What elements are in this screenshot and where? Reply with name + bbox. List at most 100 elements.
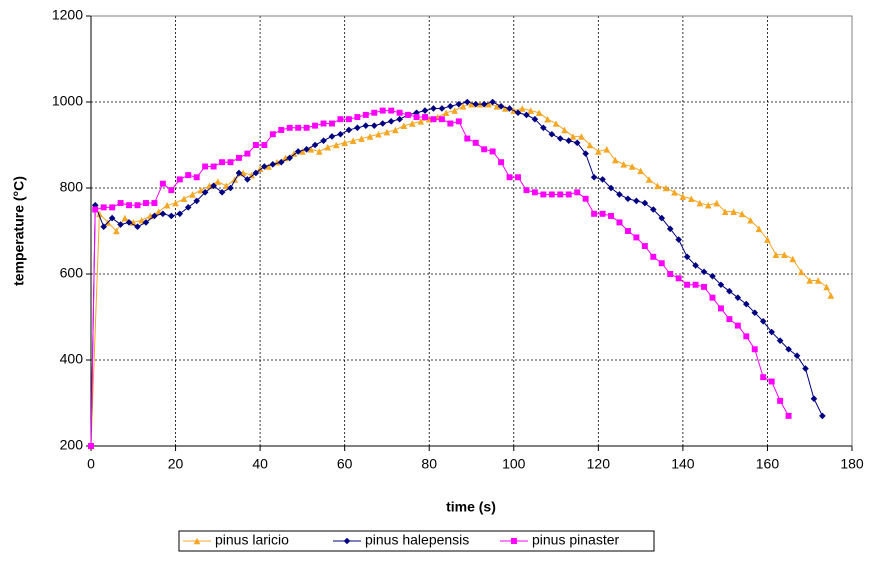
- data-point: [633, 197, 640, 205]
- data-point: [91, 201, 99, 209]
- data-point: [569, 133, 577, 140]
- data-point: [611, 156, 619, 164]
- data-point: [599, 176, 606, 183]
- data-point: [442, 109, 450, 117]
- x-tick-label: 120: [587, 456, 611, 472]
- data-point: [760, 374, 767, 381]
- data-point: [290, 150, 298, 157]
- data-point: [506, 105, 513, 112]
- data-point: [362, 111, 369, 118]
- data-point: [472, 100, 480, 108]
- data-point: [142, 200, 149, 207]
- data-point: [370, 122, 378, 129]
- data-point: [379, 107, 386, 114]
- data-point: [531, 189, 538, 196]
- legend-marker: [193, 537, 201, 545]
- data-point: [159, 210, 167, 218]
- data-point: [810, 395, 818, 402]
- data-point: [366, 133, 374, 140]
- data-point: [210, 182, 217, 190]
- data-point: [151, 212, 158, 220]
- data-point: [785, 345, 792, 353]
- legend-marker: [511, 538, 517, 544]
- y-tick-label: 800: [60, 179, 84, 195]
- data-point: [641, 199, 649, 207]
- data-point: [591, 210, 598, 217]
- data-point: [679, 193, 687, 200]
- data-point: [265, 163, 272, 170]
- data-point: [438, 116, 445, 123]
- data-point: [329, 120, 335, 127]
- data-point: [214, 178, 222, 185]
- data-point: [709, 294, 716, 301]
- data-point: [548, 130, 556, 138]
- data-point: [235, 169, 243, 177]
- data-point: [383, 128, 391, 136]
- data-point: [421, 107, 429, 114]
- data-point: [447, 120, 454, 127]
- data-point: [701, 283, 707, 290]
- data-point: [345, 126, 353, 134]
- data-point: [540, 191, 547, 198]
- data-point: [777, 397, 784, 404]
- data-point: [337, 116, 344, 123]
- data-point: [827, 292, 835, 299]
- data-point: [362, 122, 370, 129]
- data-point: [797, 268, 805, 276]
- data-point: [328, 133, 336, 140]
- data-point: [379, 120, 387, 127]
- data-point: [261, 142, 268, 148]
- data-point: [100, 223, 107, 230]
- data-point: [738, 210, 746, 218]
- data-point: [451, 107, 458, 114]
- data-point: [666, 225, 674, 233]
- data-point: [819, 412, 826, 420]
- data-point: [565, 191, 572, 198]
- y-tick-label: 200: [60, 437, 84, 453]
- series-line: [90, 110, 790, 447]
- data-point: [556, 135, 564, 142]
- data-point: [396, 109, 403, 116]
- data-point: [713, 199, 721, 207]
- data-point: [354, 114, 361, 121]
- data-point: [320, 120, 327, 127]
- y-tick-label: 600: [60, 265, 84, 281]
- data-point: [252, 142, 259, 148]
- series-line: [90, 103, 832, 447]
- data-point: [388, 107, 395, 114]
- data-point: [459, 103, 467, 110]
- data-point: [231, 176, 239, 183]
- data-point: [751, 346, 758, 353]
- data-point: [413, 114, 420, 121]
- data-point: [540, 124, 547, 132]
- data-point: [616, 191, 623, 198]
- data-point: [751, 309, 759, 316]
- data-point: [108, 214, 116, 222]
- data-point: [387, 118, 395, 125]
- data-point: [159, 180, 166, 187]
- x-tick-label: 80: [421, 456, 437, 472]
- data-point: [430, 105, 437, 112]
- data-point: [392, 126, 399, 134]
- data-point: [662, 184, 670, 192]
- data-point: [210, 163, 217, 170]
- data-point: [185, 172, 192, 179]
- data-point: [675, 275, 682, 282]
- series-line: [90, 101, 823, 447]
- data-point: [307, 146, 315, 153]
- x-tick-label: 20: [168, 456, 184, 472]
- data-point: [768, 328, 775, 336]
- data-point: [704, 201, 712, 209]
- data-point: [649, 206, 657, 213]
- data-point: [113, 227, 120, 235]
- data-point: [286, 154, 294, 162]
- data-point: [464, 135, 471, 142]
- data-point: [422, 114, 428, 121]
- data-point: [497, 103, 505, 110]
- data-point: [248, 171, 255, 179]
- data-point: [717, 281, 725, 289]
- data-point: [590, 173, 598, 181]
- data-point: [218, 189, 226, 196]
- data-point: [531, 115, 539, 123]
- data-point: [244, 150, 251, 157]
